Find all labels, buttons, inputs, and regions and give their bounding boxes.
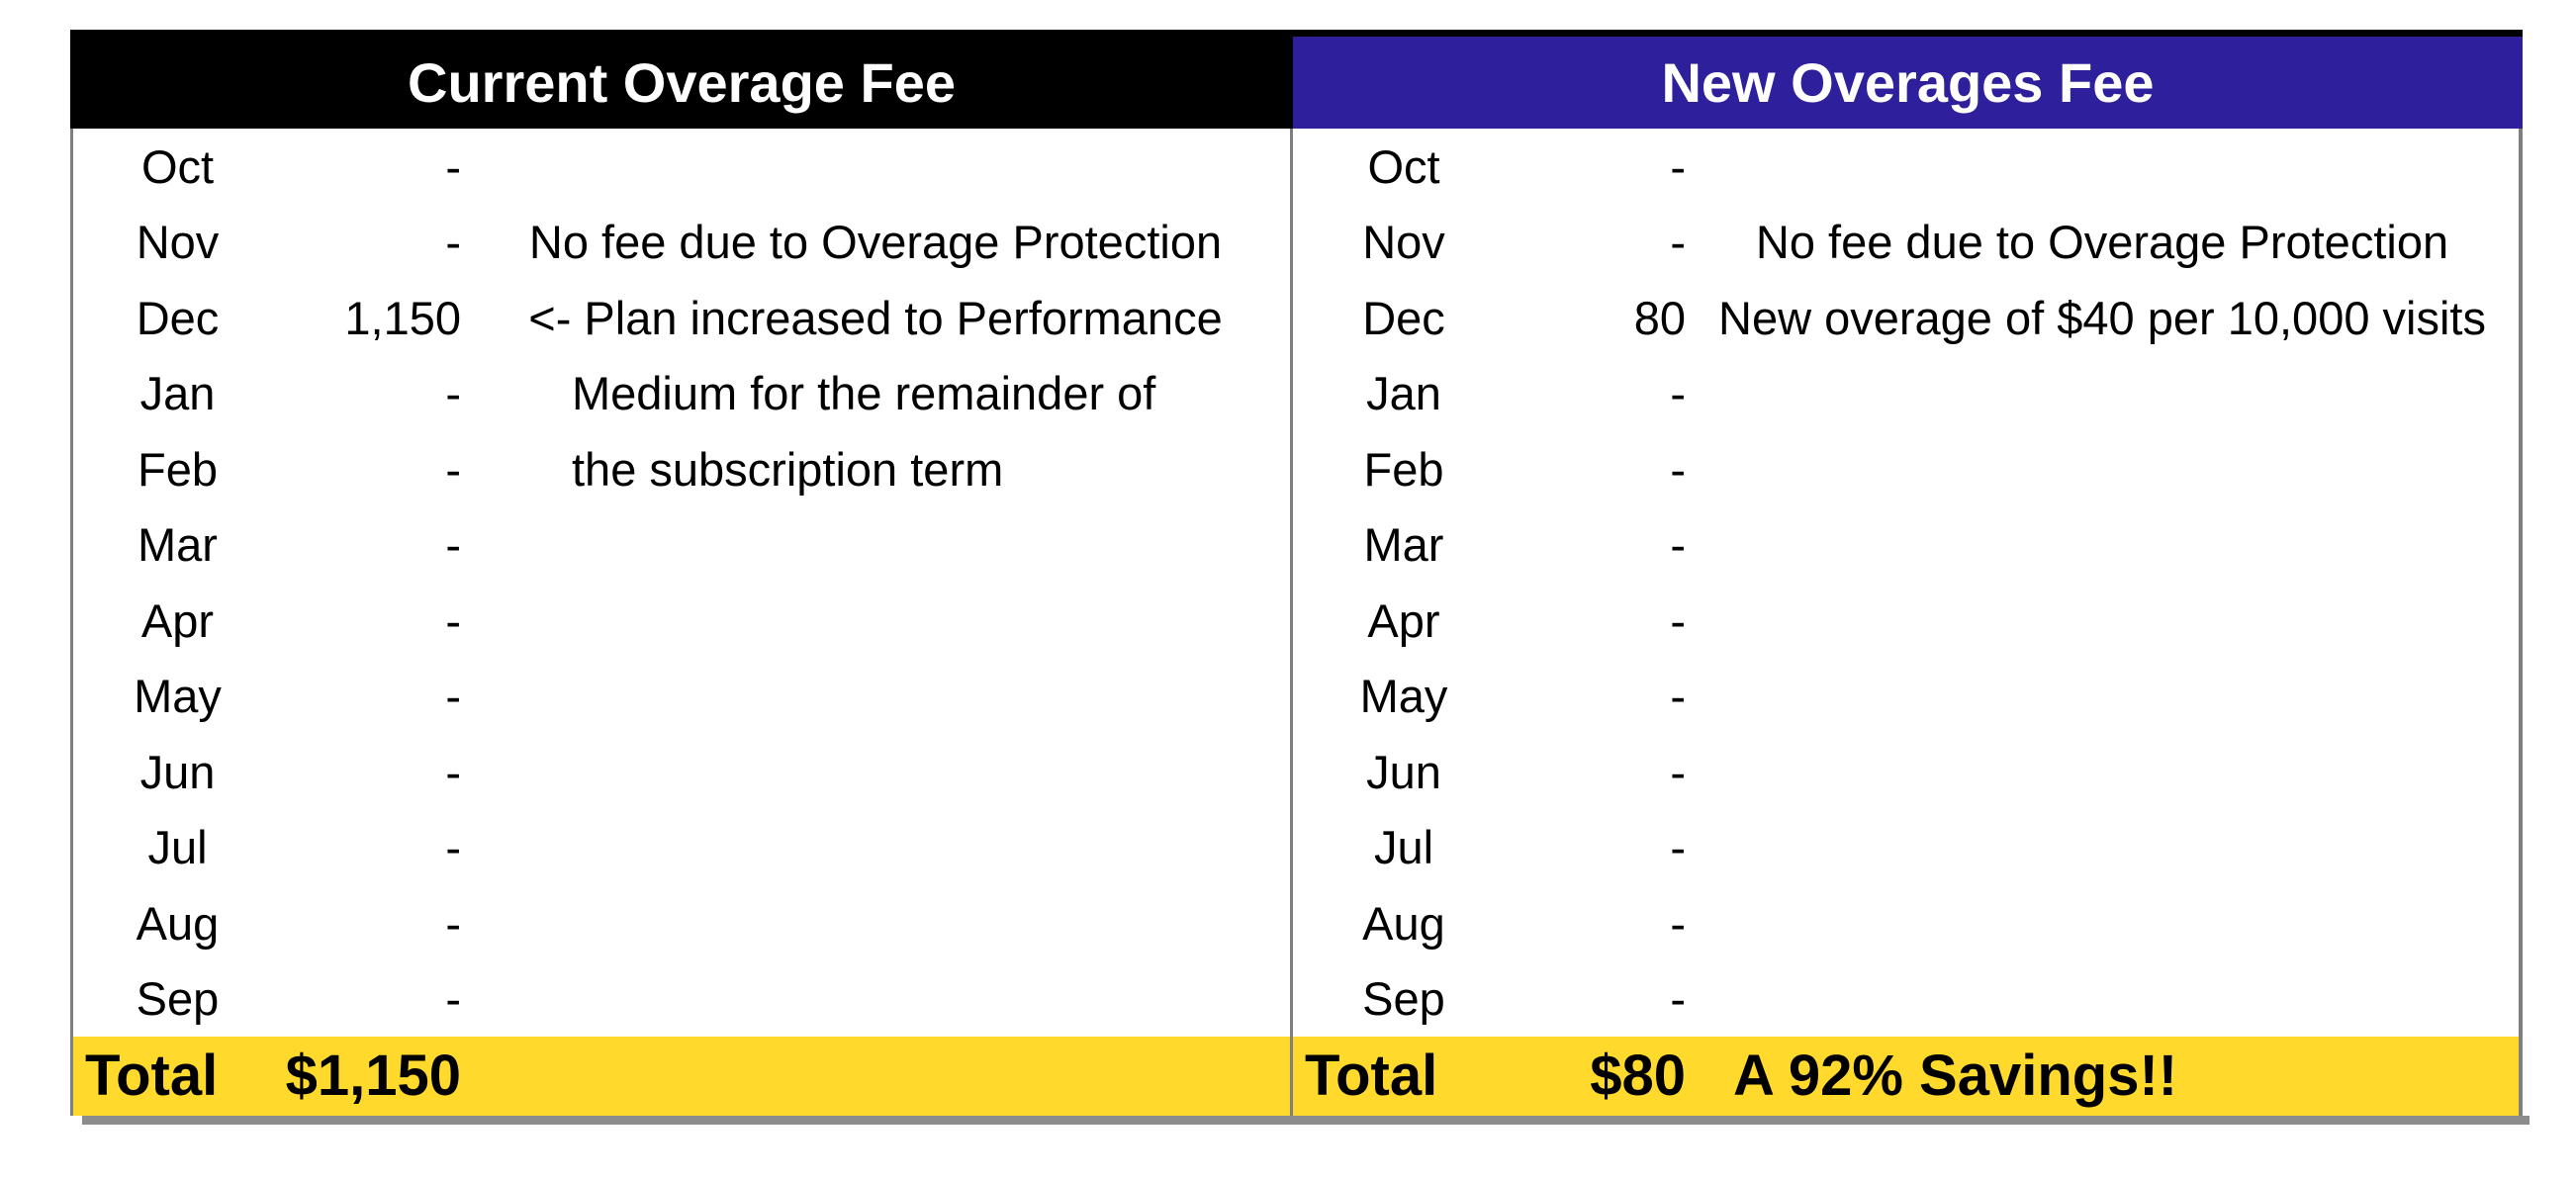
month-row: Apr -	[73, 583, 1290, 659]
month-row: Jun -	[1293, 734, 2519, 810]
month-row: Sep -	[1293, 961, 2519, 1038]
value-cell: -	[1670, 367, 1686, 420]
value-cell: -	[445, 442, 461, 496]
month-rows-new: Oct - Nov - No fee due to Overage Protection…	[1293, 129, 2519, 1037]
month-cell: Feb	[138, 442, 218, 496]
month-cell: Sep	[136, 972, 220, 1026]
note-cell: No fee due to Overage Protection	[1755, 216, 2449, 269]
value-cell: -	[1670, 518, 1686, 572]
month-cell: May	[134, 670, 222, 723]
value-cell: -	[1670, 972, 1686, 1026]
total-row-new: Total $80 A 92% Savings!!	[1293, 1037, 2519, 1116]
value-cell: -	[445, 518, 461, 572]
month-row: Oct -	[1293, 129, 2519, 205]
total-row-current: Total $1,150	[73, 1037, 1290, 1116]
new-overages-fee-column: Oct - Nov - No fee due to Overage Protection…	[1293, 129, 2523, 1116]
month-cell: Mar	[138, 518, 218, 572]
month-cell: Jul	[147, 821, 208, 874]
month-row: Feb - the subscription term	[73, 431, 1290, 507]
value-cell: -	[445, 216, 461, 269]
month-row: Nov - No fee due to Overage Protection	[73, 205, 1290, 281]
table-body: Oct - Nov - No fee due to Overage Protection…	[70, 129, 2523, 1116]
month-row: Nov - No fee due to Overage Protection	[1293, 205, 2519, 281]
value-cell: -	[445, 367, 461, 420]
value-cell: 80	[1633, 291, 1686, 344]
month-row: Feb -	[1293, 431, 2519, 507]
table-headers: Current Overage Fee New Overages Fee	[70, 30, 2523, 129]
value-cell: -	[445, 670, 461, 723]
month-row: May -	[1293, 659, 2519, 735]
note-cell: No fee due to Overage Protection	[528, 216, 1223, 269]
month-cell: Nov	[1362, 216, 1445, 269]
value-cell: -	[1670, 745, 1686, 798]
value-cell: -	[445, 821, 461, 874]
month-cell: Apr	[1367, 593, 1440, 647]
month-cell: Sep	[1362, 972, 1445, 1026]
month-row: Jul -	[73, 810, 1290, 886]
month-row: Dec 1,150 <- Plan increased to Performance	[73, 280, 1290, 356]
value-cell: -	[1670, 593, 1686, 647]
month-cell: Mar	[1363, 518, 1444, 572]
month-cell: Jan	[1366, 367, 1441, 420]
month-cell: Aug	[136, 896, 220, 950]
value-cell: -	[445, 745, 461, 798]
month-cell: May	[1359, 670, 1448, 723]
value-cell: -	[445, 972, 461, 1026]
total-value: $1,150	[285, 1044, 461, 1108]
month-row: Jan -	[1293, 356, 2519, 432]
month-row: Jan - Medium for the remainder of	[73, 356, 1290, 432]
month-cell: Dec	[136, 291, 220, 344]
month-cell: Jan	[139, 367, 216, 420]
note-cell: New overage of $40 per 10,000 visits	[1718, 291, 2486, 344]
value-cell: -	[445, 139, 461, 193]
month-row: Apr -	[1293, 583, 2519, 659]
month-cell: Apr	[140, 593, 215, 647]
month-cell: Aug	[1362, 896, 1445, 950]
total-label: Total	[85, 1044, 219, 1108]
value-cell: -	[1670, 442, 1686, 496]
current-overage-fee-column: Oct - Nov - No fee due to Overage Protection…	[70, 129, 1293, 1116]
month-cell: Feb	[1363, 442, 1444, 496]
month-row: Mar -	[1293, 507, 2519, 584]
table-drop-shadow	[82, 1116, 2530, 1125]
value-cell: -	[1670, 139, 1686, 193]
new-overages-fee-header: New Overages Fee	[1293, 37, 2523, 129]
comparison-table: Current Overage Fee New Overages Fee Oct…	[70, 30, 2530, 1125]
total-label: Total	[1305, 1044, 1438, 1108]
month-row: Aug -	[1293, 885, 2519, 961]
month-cell: Oct	[1367, 139, 1440, 193]
month-row: Aug -	[73, 885, 1290, 961]
note-cell: Medium for the remainder of	[572, 367, 1156, 420]
note-cell: <- Plan increased to Performance	[528, 291, 1223, 344]
month-cell: Jun	[139, 745, 216, 798]
month-cell: Nov	[136, 216, 220, 269]
month-cell: Oct	[140, 139, 215, 193]
month-row: Mar -	[73, 507, 1290, 584]
month-row: Jun -	[73, 734, 1290, 810]
month-cell: Dec	[1362, 291, 1445, 344]
total-value: $80	[1590, 1044, 1686, 1108]
value-cell: 1,150	[344, 291, 461, 344]
value-cell: -	[1670, 670, 1686, 723]
total-note: A 92% Savings!!	[1733, 1044, 2178, 1108]
value-cell: -	[445, 593, 461, 647]
value-cell: -	[1670, 216, 1686, 269]
month-row: Jul -	[1293, 810, 2519, 886]
month-rows-current: Oct - Nov - No fee due to Overage Protection…	[73, 129, 1290, 1037]
month-cell: Jun	[1366, 745, 1441, 798]
month-row: May -	[73, 659, 1290, 735]
current-overage-fee-header: Current Overage Fee	[70, 37, 1293, 129]
month-row: Dec 80 New overage of $40 per 10,000 visit…	[1293, 280, 2519, 356]
month-row: Oct -	[73, 129, 1290, 205]
value-cell: -	[1670, 896, 1686, 950]
value-cell: -	[1670, 821, 1686, 874]
month-row: Sep -	[73, 961, 1290, 1038]
note-cell: the subscription term	[572, 442, 1004, 496]
month-cell: Jul	[1373, 821, 1434, 874]
value-cell: -	[445, 896, 461, 950]
